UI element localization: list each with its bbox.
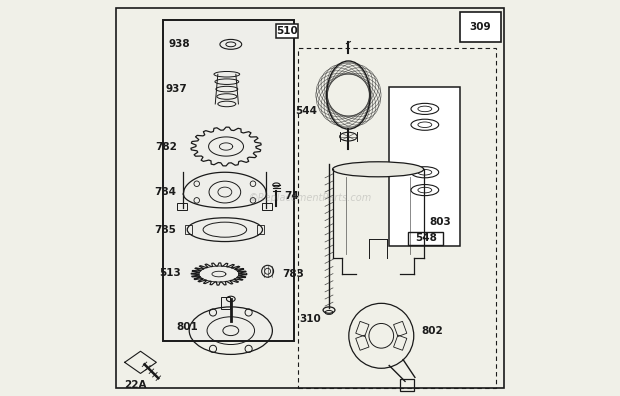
Bar [389, 87, 461, 246]
Bar [356, 321, 369, 337]
Text: 513: 513 [159, 268, 180, 278]
Bar [262, 203, 272, 210]
Text: 544: 544 [295, 106, 317, 116]
Bar [459, 12, 501, 42]
Text: 937: 937 [166, 84, 187, 94]
Bar [185, 225, 192, 234]
Bar [221, 297, 229, 309]
Bar [177, 203, 187, 210]
Text: 783: 783 [282, 269, 304, 279]
Bar [277, 24, 298, 38]
Text: 309: 309 [469, 22, 491, 32]
Bar [400, 379, 414, 391]
Bar [356, 335, 369, 350]
Text: 22A: 22A [124, 380, 146, 390]
Text: 801: 801 [177, 322, 198, 332]
Bar [298, 48, 496, 388]
Text: 802: 802 [422, 326, 443, 336]
Bar [257, 225, 265, 234]
Text: 510: 510 [277, 26, 298, 36]
Text: 784: 784 [154, 187, 177, 197]
Bar [408, 232, 443, 245]
Bar [164, 20, 294, 341]
Text: 803: 803 [430, 217, 451, 227]
Bar [394, 335, 407, 350]
Text: 74: 74 [284, 191, 299, 201]
Text: 938: 938 [169, 39, 190, 50]
Ellipse shape [332, 162, 423, 177]
Text: ©ReplacementParts.com: ©ReplacementParts.com [249, 193, 371, 203]
Bar [394, 321, 407, 337]
Text: 782: 782 [156, 141, 177, 152]
Text: 548: 548 [415, 233, 436, 244]
Text: 310: 310 [299, 314, 321, 324]
Text: 785: 785 [154, 225, 177, 235]
